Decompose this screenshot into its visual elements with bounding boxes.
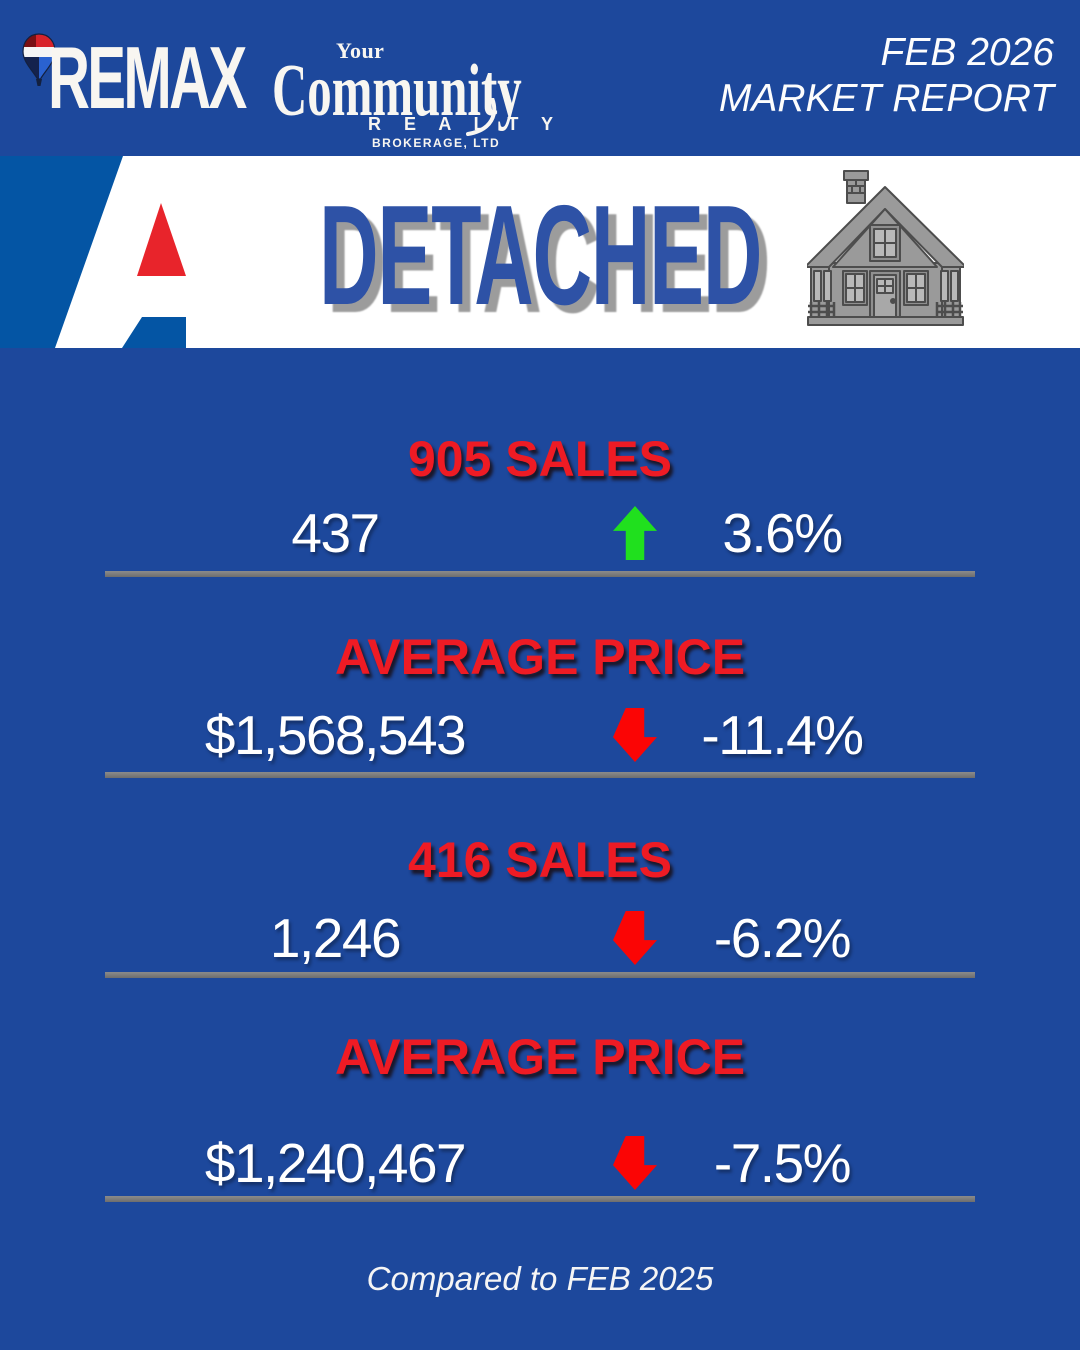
report-period: FEB 2026 MARKET REPORT: [719, 30, 1054, 122]
divider: [105, 772, 975, 778]
stat-change: -7.5%: [713, 1132, 852, 1194]
stat-value: $1,568,543: [204, 704, 467, 766]
stats-section: 905 SALES 437 3.6% AVERAGE PRICE $1,568,…: [0, 431, 1080, 1298]
stat-row: $1,240,467 -7.5%: [105, 1131, 975, 1195]
report-month: FEB 2026: [880, 31, 1054, 74]
remax-balloon-icon: [22, 33, 56, 86]
stat-change: -6.2%: [713, 907, 852, 969]
stat-change: 3.6%: [722, 502, 843, 564]
stat-title: AVERAGE PRICE: [334, 629, 746, 685]
header: REMAX Your Community R E A L T Y BROKERA…: [0, 0, 1080, 156]
banner-title-wrap: DETACHED: [0, 156, 1080, 348]
report-label: MARKET REPORT: [718, 77, 1054, 120]
stat-title: 416 SALES: [407, 832, 672, 888]
brand-community-block: Your Community R E A L T Y BROKERAGE, LT…: [272, 38, 572, 150]
divider: [105, 972, 975, 978]
swash-flourish-icon: [466, 98, 497, 136]
stat-row: $1,568,543 -11.4%: [105, 703, 975, 767]
brand-remax: REMAX: [48, 28, 247, 127]
brand-your: Your: [336, 38, 385, 63]
stat-row: 437 3.6%: [105, 501, 975, 565]
divider: [105, 571, 975, 577]
stat-value: 437: [291, 502, 380, 564]
property-type-title: DETACHED: [318, 176, 762, 335]
stat-value: 1,246: [269, 907, 402, 969]
house-icon: [807, 170, 964, 326]
stat-value: $1,240,467: [204, 1132, 467, 1194]
letter-a-logo-icon: [0, 156, 186, 348]
brand-brokerage: BROKERAGE, LTD: [372, 136, 501, 150]
banner: DETACHED: [0, 156, 1080, 348]
stat-title: 905 SALES: [407, 431, 672, 487]
comparison-note: Compared to FEB 2025: [366, 1260, 714, 1297]
divider: [105, 1196, 975, 1202]
stat-title: AVERAGE PRICE: [334, 1029, 746, 1085]
stat-row: 1,246 -6.2%: [105, 906, 975, 970]
stat-change: -11.4%: [701, 704, 864, 766]
brand-realty: R E A L T Y: [368, 114, 563, 134]
